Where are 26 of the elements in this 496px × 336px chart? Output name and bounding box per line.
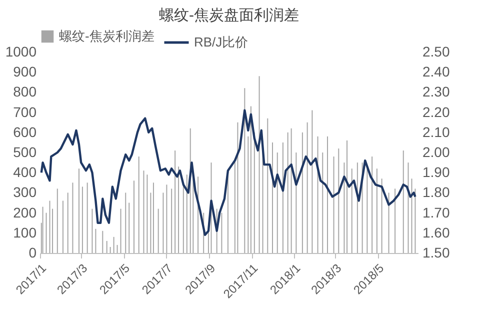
chart-title: 螺纹-焦炭盘面利润差 (159, 7, 299, 24)
y2-tick-label: 1.70 (422, 204, 450, 220)
y-tick-label: 700 (13, 104, 37, 120)
y2-tick-label: 2.10 (422, 124, 450, 140)
y2-tick-label: 1.80 (422, 184, 450, 200)
y2-tick-label: 2.40 (422, 64, 450, 80)
legend-label: RB/J比价 (194, 34, 248, 50)
y2-tick-label: 2.30 (422, 84, 450, 100)
y2-tick-label: 1.50 (422, 244, 450, 260)
y-tick-label: 400 (13, 164, 37, 180)
y-tick-label: 800 (13, 84, 37, 100)
y2-tick-label: 2.00 (422, 144, 450, 160)
line-series (40, 109, 416, 236)
y-tick-label: 100 (13, 224, 37, 240)
y-tick-label: 300 (13, 184, 37, 200)
y-tick-label: 600 (13, 124, 37, 140)
y2-tick-label: 2.50 (422, 44, 450, 60)
y-tick-label: 200 (13, 204, 37, 220)
y-tick-label: 900 (13, 64, 37, 80)
y2-tick-label: 2.20 (422, 104, 450, 120)
legend-label: 螺纹-焦炭利润差 (59, 28, 154, 44)
y-tick-label: 500 (13, 144, 37, 160)
y2-tick-label: 1.90 (422, 164, 450, 180)
y-tick-label: 0 (28, 244, 37, 260)
y2-tick-label: 1.60 (422, 224, 450, 240)
y-tick-label: 1000 (5, 44, 37, 60)
